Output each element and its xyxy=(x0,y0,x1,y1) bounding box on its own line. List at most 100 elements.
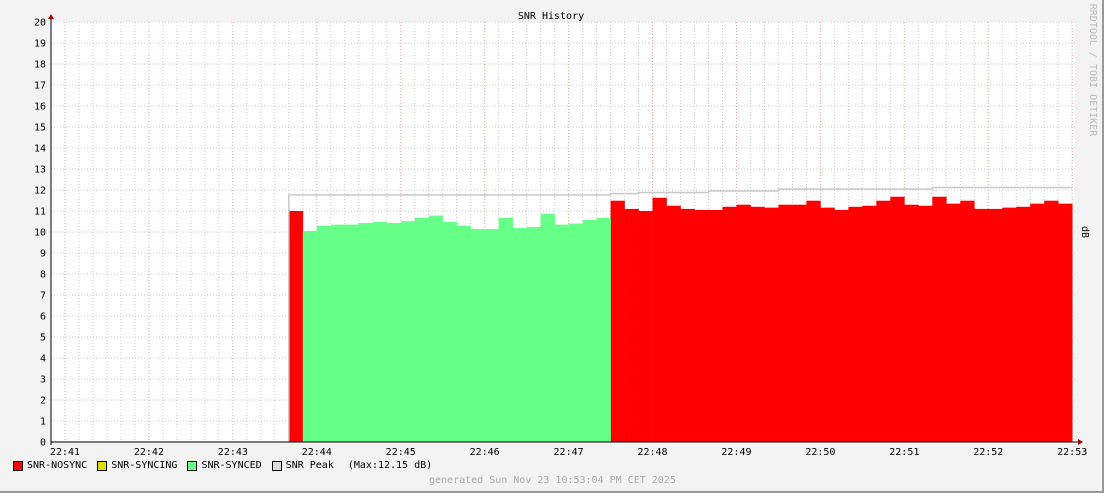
x-tick-label: 22:46 xyxy=(470,447,500,458)
x-tick-label: 22:52 xyxy=(973,447,1003,458)
x-tick-label: 22:45 xyxy=(386,447,416,458)
bar-snr-nosync xyxy=(694,209,709,442)
bar-snr-nosync xyxy=(708,209,723,442)
bar-snr-nosync xyxy=(1058,203,1073,442)
bar-snr-nosync xyxy=(820,207,835,442)
bar-snr-nosync xyxy=(792,204,807,442)
bar-snr-synced xyxy=(316,225,332,442)
bar-snr-synced xyxy=(484,229,499,442)
bar-snr-nosync xyxy=(638,211,653,442)
peak-max-note: (Max:12.15 dB) xyxy=(347,460,433,471)
legend-swatch xyxy=(271,460,282,471)
bar-snr-synced xyxy=(358,222,374,442)
y-tick-label: 4 xyxy=(40,354,46,365)
bar-snr-nosync xyxy=(652,197,667,442)
bar-snr-synced xyxy=(582,220,597,442)
bar-snr-nosync xyxy=(806,200,821,442)
bar-snr-nosync xyxy=(666,205,681,442)
bar-snr-nosync xyxy=(988,208,1003,442)
bar-snr-nosync xyxy=(764,207,779,442)
generated-timestamp: generated Sun Nov 23 10:53:04 PM CET 202… xyxy=(429,475,676,486)
rrdtool-watermark: RRDTOOL / TOBI OETIKER xyxy=(1087,4,1098,137)
x-axis-arrow xyxy=(1078,439,1083,445)
legend-swatch xyxy=(13,460,23,471)
y-tick-label: 2 xyxy=(40,396,46,407)
bar-snr-nosync xyxy=(876,200,891,442)
legend: SNR-NOSYNC SNR-SYNCING SNR-SYNCED SNR Pe… xyxy=(13,460,432,471)
y-tick-label: 13 xyxy=(34,165,46,176)
y-tick-label: 3 xyxy=(40,375,46,386)
bar-snr-synced xyxy=(442,221,457,442)
bar-snr-synced xyxy=(414,217,430,442)
bar-snr-synced xyxy=(330,224,346,442)
legend-label: SNR-SYNCING xyxy=(111,460,178,471)
bar-snr-nosync xyxy=(904,204,919,442)
bar-snr-nosync xyxy=(960,200,975,442)
x-tick-label: 22:51 xyxy=(889,447,919,458)
bar-snr-nosync xyxy=(288,211,304,442)
bar-snr-synced xyxy=(372,221,388,442)
y-tick-label: 19 xyxy=(34,39,46,50)
legend-swatch xyxy=(187,460,198,471)
bar-snr-nosync xyxy=(918,205,933,442)
y-tick-label: 11 xyxy=(34,207,46,218)
legend-item-synced: SNR-SYNCED xyxy=(187,460,262,471)
bar-snr-synced xyxy=(456,225,471,442)
y-tick-label: 16 xyxy=(34,102,46,113)
bar-snr-nosync xyxy=(1002,207,1017,442)
bar-snr-nosync xyxy=(1016,206,1031,442)
bar-snr-synced xyxy=(344,224,360,442)
y-axis-arrow xyxy=(48,14,54,19)
y-tick-label: 9 xyxy=(40,249,46,260)
y-tick-label: 1 xyxy=(40,417,46,428)
legend-label: SNR Peak xyxy=(285,460,334,471)
bar-snr-nosync xyxy=(890,196,905,442)
x-tick-label: 22:47 xyxy=(554,447,584,458)
bar-snr-nosync xyxy=(778,204,793,442)
bar-snr-nosync xyxy=(736,204,751,442)
y-tick-label: 8 xyxy=(40,270,46,281)
x-tick-label: 22:41 xyxy=(50,447,80,458)
bar-snr-nosync xyxy=(848,206,863,442)
bar-snr-nosync xyxy=(834,209,849,442)
bar-snr-nosync xyxy=(750,206,765,442)
x-tick-label: 22:44 xyxy=(302,447,332,458)
y-tick-label: 18 xyxy=(34,60,46,71)
bar-snr-synced xyxy=(526,226,541,442)
bar-snr-synced xyxy=(428,215,443,442)
x-tick-label: 22:50 xyxy=(805,447,835,458)
snr-peak-line xyxy=(288,186,1073,442)
bar-snr-nosync xyxy=(974,208,989,442)
legend-item-nosync: SNR-NOSYNC xyxy=(13,460,87,471)
bar-snr-nosync xyxy=(1044,200,1059,442)
y-axis-label: dB xyxy=(1079,226,1090,238)
y-tick-label: 0 xyxy=(40,438,46,449)
x-tick-label: 22:53 xyxy=(1057,447,1087,458)
legend-item-syncing: SNR-SYNCING xyxy=(97,460,177,471)
bar-snr-synced xyxy=(596,217,611,442)
x-tick-label: 22:42 xyxy=(134,447,164,458)
bar-snr-synced xyxy=(554,224,569,442)
legend-swatch xyxy=(97,460,108,471)
bar-snr-synced xyxy=(386,222,402,442)
bar-snr-nosync xyxy=(1030,203,1045,442)
y-tick-label: 15 xyxy=(34,123,46,134)
y-tick-label: 17 xyxy=(34,81,46,92)
bar-snr-nosync xyxy=(624,208,639,442)
bar-snr-nosync xyxy=(932,196,947,442)
x-tick-label: 22:48 xyxy=(637,447,667,458)
y-tick-label: 6 xyxy=(40,312,46,323)
bar-snr-synced xyxy=(470,229,485,442)
bar-snr-nosync xyxy=(680,208,695,442)
y-tick-label: 20 xyxy=(34,18,46,29)
legend-item-peak: SNR Peak (Max:12.15 dB) xyxy=(271,460,433,471)
bar-snr-nosync xyxy=(946,203,961,442)
bar-snr-synced xyxy=(568,223,583,442)
bar-snr-nosync xyxy=(722,206,737,442)
bar-snr-synced xyxy=(400,221,416,442)
chart-title: SNR History xyxy=(518,11,584,22)
bar-snr-nosync xyxy=(862,205,877,442)
y-tick-label: 14 xyxy=(34,144,46,155)
x-tick-label: 22:49 xyxy=(721,447,751,458)
